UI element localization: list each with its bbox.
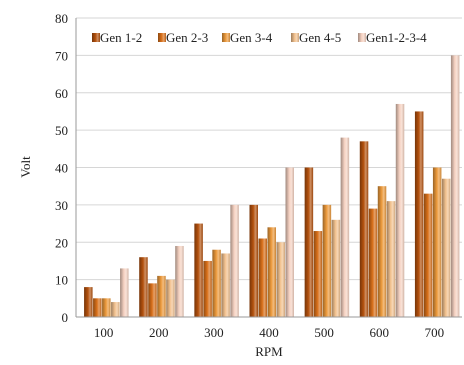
y-tick-label: 50 (55, 123, 68, 138)
y-tick-label: 60 (55, 86, 68, 101)
bar (249, 204, 258, 317)
bar (175, 245, 184, 317)
x-axis-title: RPM (255, 344, 283, 359)
bar (212, 249, 221, 317)
y-tick-label: 30 (55, 198, 68, 213)
x-tick-label: 100 (94, 325, 114, 340)
legend-label: Gen 4-5 (299, 30, 341, 45)
legend-label: Gen 2-3 (166, 30, 208, 45)
bar (230, 204, 239, 317)
legend-swatch (158, 33, 166, 42)
y-tick-labels: 0 10 20 30 40 50 60 70 80 (55, 11, 68, 325)
bar (157, 275, 166, 317)
bar (148, 283, 157, 317)
bar (340, 137, 350, 317)
legend-label: Gen 1-2 (100, 30, 142, 45)
y-tick-label: 40 (55, 161, 68, 176)
bar (441, 178, 451, 317)
bar (203, 260, 212, 317)
x-tick-label: 200 (149, 325, 169, 340)
bar (267, 227, 276, 317)
legend-swatch (291, 33, 299, 42)
bar (331, 219, 341, 317)
x-tick-label: 400 (259, 325, 279, 340)
x-tick-label: 300 (204, 325, 224, 340)
bar (258, 238, 267, 317)
bar (322, 204, 332, 317)
legend-swatch (222, 33, 230, 42)
bar (221, 253, 230, 317)
bar (111, 302, 120, 317)
legend-swatch (358, 33, 366, 42)
bar (93, 298, 102, 317)
bar (139, 257, 148, 317)
bar (414, 111, 424, 317)
y-tick-label: 80 (55, 11, 68, 26)
bar (84, 287, 93, 317)
bar (194, 223, 203, 317)
axes (75, 18, 462, 318)
x-tick-label: 500 (314, 325, 334, 340)
bar (359, 141, 369, 317)
bar (285, 167, 294, 317)
gridlines (76, 17, 462, 281)
legend: Gen 1-2 Gen 2-3 Gen 3-4 Gen 4-5 Gen1-2-3-4 (92, 30, 427, 45)
bar (386, 201, 396, 317)
y-tick-label: 10 (55, 273, 68, 288)
bar (166, 279, 175, 317)
legend-label: Gen 3-4 (230, 30, 273, 45)
bar (313, 231, 323, 317)
bar (102, 298, 111, 317)
y-axis-title: Volt (18, 156, 33, 178)
bar (120, 268, 129, 317)
bar (368, 208, 378, 317)
y-tick-label: 0 (62, 310, 69, 325)
legend-swatch (92, 33, 100, 42)
legend-label: Gen1-2-3-4 (366, 30, 427, 45)
x-tick-label: 700 (425, 325, 445, 340)
bar (423, 193, 433, 317)
bar (395, 103, 405, 318)
bar (377, 186, 387, 317)
x-tick-label: 600 (370, 325, 390, 340)
x-tick-labels: 100 200 300 400 500 600 700 (94, 325, 444, 340)
y-tick-label: 20 (55, 235, 68, 250)
bar (450, 55, 460, 317)
bars (84, 55, 460, 318)
y-tick-label: 70 (55, 48, 68, 63)
bar (304, 167, 314, 317)
bar (276, 242, 285, 317)
bar (432, 167, 442, 317)
